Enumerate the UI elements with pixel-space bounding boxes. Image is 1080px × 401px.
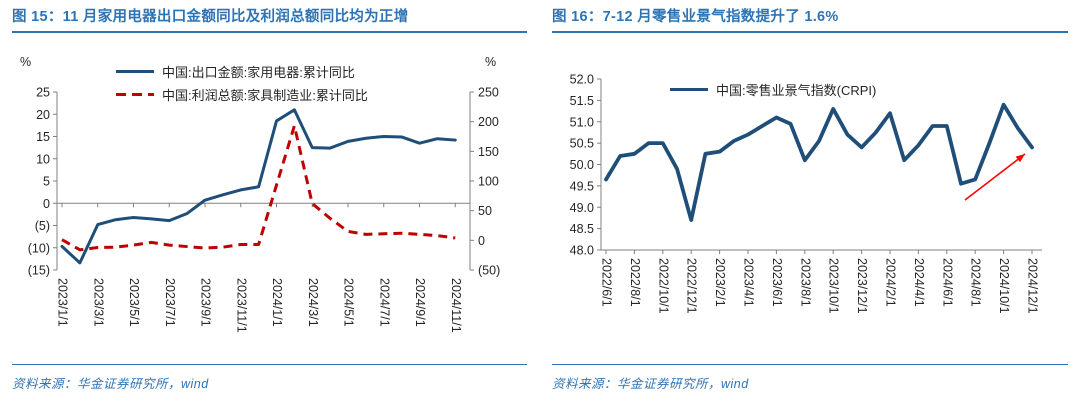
svg-text:2023/11/1: 2023/11/1 (234, 278, 248, 333)
svg-text:2022/8/1: 2022/8/1 (628, 258, 642, 307)
figure-16: 图 16：7-12 月零售业景气指数提升了 1.6% 中国:零售业景气指数(CR… (552, 8, 1068, 396)
line-chart: 52.0 51.5 51.0 50.5 50.0 49.5 49.0 48.5 48.0 2022… (570, 73, 1042, 314)
svg-text:2023/4/1: 2023/4/1 (742, 258, 756, 307)
svg-text:2023/1/1: 2023/1/1 (56, 278, 70, 327)
svg-text:2024/11/1: 2024/11/1 (449, 278, 463, 333)
svg-text:2024/10/1: 2024/10/1 (997, 258, 1011, 314)
svg-text:48.0: 48.0 (570, 244, 594, 258)
svg-text:2022/10/1: 2022/10/1 (656, 258, 670, 314)
svg-text:2024/3/1: 2024/3/1 (306, 278, 320, 327)
legend-item: 中国:零售业景气指数(CRPI) (670, 78, 876, 101)
svg-text:2023/3/1: 2023/3/1 (91, 278, 105, 327)
svg-text:2022/6/1: 2022/6/1 (600, 258, 614, 307)
source-note: 资料来源：华金证券研究所，wind (12, 364, 527, 392)
svg-text:15: 15 (36, 130, 50, 144)
svg-text:2024/7/1: 2024/7/1 (377, 278, 391, 327)
svg-text:48.5: 48.5 (570, 222, 594, 236)
svg-text:5: 5 (43, 175, 50, 189)
figure-title: 图 16：7-12 月零售业景气指数提升了 1.6% (552, 8, 1068, 33)
legend: 中国:出口金额:家用电器:累计同比 中国:利润总额:家具制造业:累计同比 (116, 60, 368, 106)
svg-text:(15): (15) (28, 264, 50, 278)
svg-text:100: 100 (478, 175, 499, 189)
svg-text:20: 20 (36, 108, 50, 122)
svg-text:51.0: 51.0 (570, 115, 594, 129)
svg-text:2023/6/1: 2023/6/1 (770, 258, 784, 307)
svg-text:50.5: 50.5 (570, 137, 594, 151)
svg-text:250: 250 (478, 86, 499, 100)
svg-text:10: 10 (36, 152, 50, 166)
svg-text:49.0: 49.0 (570, 201, 594, 215)
trend-arrow (964, 153, 1026, 201)
figure-title: 图 15：11 月家用电器出口金额同比及利润总额同比均为正增 (12, 8, 527, 33)
svg-text:0: 0 (478, 234, 485, 248)
svg-text:2024/6/1: 2024/6/1 (940, 258, 954, 307)
svg-text:(10): (10) (28, 241, 50, 255)
svg-text:2024/9/1: 2024/9/1 (413, 278, 427, 327)
svg-text:2023/8/1: 2023/8/1 (798, 258, 812, 307)
svg-text:(50): (50) (478, 264, 500, 278)
svg-text:49.5: 49.5 (570, 179, 594, 193)
svg-text:2024/5/1: 2024/5/1 (342, 278, 356, 327)
svg-text:2024/8/1: 2024/8/1 (969, 258, 983, 307)
legend-label: 中国:零售业景气指数(CRPI) (716, 83, 877, 98)
svg-text:2023/7/1: 2023/7/1 (163, 278, 177, 327)
figure-15: 图 15：11 月家用电器出口金额同比及利润总额同比均为正增 中国:出口金额:家… (12, 8, 527, 396)
svg-text:0: 0 (43, 197, 50, 211)
legend-label: 中国:利润总额:家具制造业:累计同比 (162, 88, 368, 103)
legend: 中国:零售业景气指数(CRPI) (670, 78, 876, 101)
svg-text:52.0: 52.0 (570, 73, 594, 87)
svg-text:50.0: 50.0 (570, 158, 594, 172)
svg-text:51.5: 51.5 (570, 94, 594, 108)
legend-line-dashed-icon (116, 93, 154, 96)
svg-text:2023/5/1: 2023/5/1 (127, 278, 141, 327)
svg-text:2024/2/1: 2024/2/1 (884, 258, 898, 307)
svg-text:2024/1/1: 2024/1/1 (270, 278, 284, 327)
svg-text:50: 50 (478, 204, 492, 218)
legend-line-solid-icon (116, 70, 154, 73)
svg-text:200: 200 (478, 115, 499, 129)
svg-text:25: 25 (36, 86, 50, 100)
svg-text:2023/10/1: 2023/10/1 (827, 258, 841, 314)
svg-text:2023/2/1: 2023/2/1 (713, 258, 727, 307)
legend-line-solid-icon (670, 88, 708, 91)
svg-text:2023/12/1: 2023/12/1 (855, 258, 869, 314)
svg-text:(5): (5) (35, 219, 50, 233)
svg-text:150: 150 (478, 145, 499, 159)
figure-16-chart-area: 中国:零售业景气指数(CRPI) 52.0 51.5 51.0 50.5 50.0 49.… (552, 36, 1068, 360)
line-chart: 2520151050(5)(10)(15)250200150100500(50)… (20, 55, 500, 333)
source-note: 资料来源：华金证券研究所，wind (552, 364, 1068, 392)
figure-15-chart-area: 中国:出口金额:家用电器:累计同比 中国:利润总额:家具制造业:累计同比 25 2… (12, 36, 527, 360)
legend-label: 中国:出口金额:家用电器:累计同比 (162, 65, 355, 80)
legend-item: 中国:出口金额:家用电器:累计同比 (116, 60, 368, 83)
svg-text:2024/4/1: 2024/4/1 (912, 258, 926, 307)
svg-text:%: % (485, 55, 496, 69)
svg-text:2024/12/1: 2024/12/1 (1026, 258, 1040, 314)
svg-text:%: % (20, 55, 31, 69)
legend-item: 中国:利润总额:家具制造业:累计同比 (116, 83, 368, 106)
svg-text:2023/9/1: 2023/9/1 (199, 278, 213, 327)
svg-text:2022/12/1: 2022/12/1 (685, 258, 699, 314)
